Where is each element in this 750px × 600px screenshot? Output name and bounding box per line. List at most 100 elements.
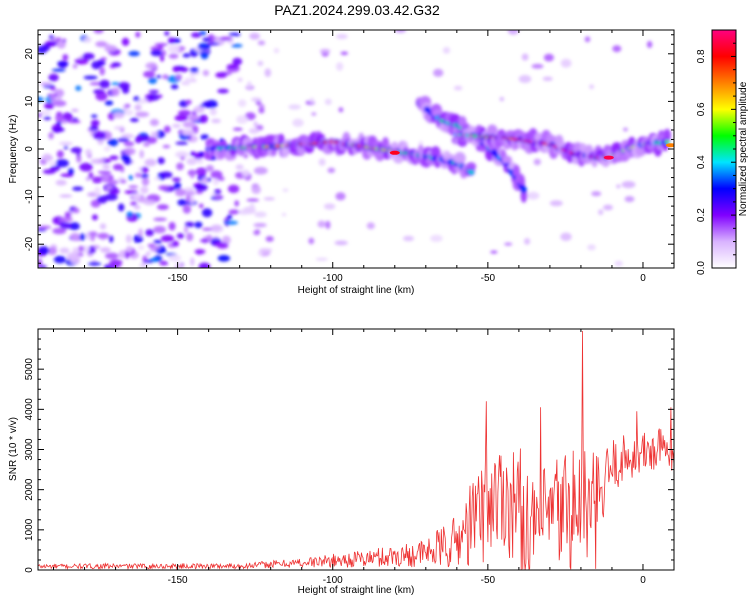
spectrogram-noise-cell xyxy=(128,51,140,56)
spectrogram-noise-cell xyxy=(324,203,335,209)
spectrogram-noise-cell xyxy=(443,47,450,54)
spectrogram-noise-cell xyxy=(53,127,65,132)
spectrogram-noise-cell xyxy=(92,177,102,184)
spectrogram-noise-cell xyxy=(157,204,169,210)
spectrogram-noise-cell xyxy=(95,41,107,47)
spectrogram-noise-cell xyxy=(42,154,52,162)
spectrogram-noise-cell xyxy=(217,89,229,94)
spectrogram-noise-cell xyxy=(176,74,182,80)
spectrogram-noise-cell xyxy=(189,79,197,83)
spectrogram-noise-cell xyxy=(251,185,261,194)
spectrogram-noise-cell xyxy=(153,226,166,233)
spectrogram-noise-cell xyxy=(234,200,239,206)
spectrogram-noise-cell xyxy=(73,208,80,213)
spectrogram-noise-cell xyxy=(156,249,166,253)
ridge-core xyxy=(665,140,670,144)
spectrogram-noise-cell xyxy=(335,241,348,246)
spectrogram-noise-cell xyxy=(266,236,274,242)
colorbar-tick-label: 0.2 xyxy=(696,208,707,222)
spectrogram-noise-cell xyxy=(109,188,120,195)
spectrogram-noise-cell xyxy=(175,142,188,145)
snr-panel: -150 -100 -50 0 010002000300040005000 Heigh… xyxy=(8,329,674,596)
colorbar-tick-label: 0.8 xyxy=(696,49,707,63)
spectrogram-x-label: Height of straight line (km) xyxy=(298,285,415,296)
spectrogram-noise-cell xyxy=(143,71,155,78)
spectrogram-noise-cell xyxy=(52,69,66,72)
ridge-peak xyxy=(604,156,614,160)
spectrogram-noise-cell xyxy=(101,57,107,60)
spectrogram-noise-cell xyxy=(158,185,169,190)
spectrogram-noise-cell xyxy=(199,204,204,209)
spectrogram-noise-cell xyxy=(500,97,505,101)
spectrogram-noise-cell xyxy=(174,182,181,190)
spectrogram-noise-cell xyxy=(99,80,110,89)
spectrogram-noise-cell xyxy=(44,116,51,120)
spectrogram-noise-cell xyxy=(403,236,414,241)
spectrogram-noise-cell xyxy=(195,249,206,254)
spectrogram-noise-cell xyxy=(203,101,212,108)
spectrogram-noise-cell xyxy=(253,223,266,227)
spectrogram-noise-cell xyxy=(97,233,109,239)
spectrogram-noise-cell xyxy=(172,124,181,128)
spectrogram-noise-cell xyxy=(229,33,241,36)
spectrogram-noise-cell xyxy=(196,184,208,192)
spectrogram-noise-cell xyxy=(318,221,326,228)
spectrogram-noise-cell xyxy=(118,138,130,142)
spectrogram-noise-cell xyxy=(454,86,463,91)
spectrogram-noise-cell xyxy=(112,88,120,97)
spectrogram-noise-cell xyxy=(236,164,244,170)
spectrogram-noise-cell xyxy=(62,54,68,61)
spectrogram-noise-cell xyxy=(147,94,159,101)
spectrogram-noise-cell xyxy=(612,45,621,52)
spectrogram-noise-cell xyxy=(158,95,162,98)
spectrogram-noise-cell xyxy=(124,148,136,155)
spectrogram-noise-cell xyxy=(171,84,179,89)
spectrogram-noise-cell xyxy=(177,233,184,239)
spectrogram-noise-cell xyxy=(186,195,190,203)
spectrogram-noise-cell xyxy=(134,104,141,110)
spectrogram-noise-cell xyxy=(146,251,151,256)
spectrogram-y-tick-label: 0 xyxy=(24,146,35,152)
spectrogram-noise-cell xyxy=(57,41,66,49)
spectrogram-noise-cell xyxy=(135,112,149,118)
spectrogram-x-tick-label: -50 xyxy=(481,273,496,284)
spectrogram-noise-cell xyxy=(202,228,213,231)
spectrogram-noise-cell xyxy=(149,258,160,262)
spectrogram-noise-cell xyxy=(128,185,138,188)
spectrogram-noise-cell xyxy=(96,92,108,101)
spectrogram-noise-cell xyxy=(113,112,125,119)
spectrogram-noise-cell xyxy=(325,99,332,105)
spectrogram-noise-cell xyxy=(532,64,544,69)
spectrogram-noise-cell xyxy=(91,235,95,241)
spectrogram-noise-cell xyxy=(138,228,143,237)
spectrogram-noise-cell xyxy=(254,121,258,127)
spectrogram-noise-cell xyxy=(135,173,142,178)
spectrogram-noise-cell xyxy=(148,244,156,248)
spectrogram-noise-cell xyxy=(238,78,243,82)
spectrogram-noise-cell xyxy=(46,43,56,46)
spectrogram-noise-cell xyxy=(168,37,175,44)
spectrogram-noise-cell xyxy=(59,248,69,254)
spectrogram-noise-cell xyxy=(126,212,133,218)
spectrogram-noise-cell xyxy=(161,235,174,242)
spectrogram-noise-cell xyxy=(120,180,126,184)
spectrogram-y-label: Frequency (Hz) xyxy=(8,115,19,184)
spectrogram-noise-cell xyxy=(328,168,336,173)
spectrogram-noise-cell xyxy=(169,255,182,262)
spectrogram-noise-cell xyxy=(64,146,68,149)
spectrogram-noise-cell xyxy=(71,109,78,112)
spectrogram-noise-cell xyxy=(214,195,224,199)
spectrogram-noise-cell xyxy=(138,245,145,250)
spectrogram-noise-cell xyxy=(544,54,554,62)
spectrogram-noise-cell xyxy=(151,132,159,137)
spectrogram-noise-cell xyxy=(73,64,78,69)
snr-y-tick-label: 5000 xyxy=(24,358,35,381)
snr-y-tick-label: 4000 xyxy=(24,398,35,421)
spectrogram-noise-cell xyxy=(504,243,512,246)
spectrogram-noise-cell xyxy=(132,193,141,199)
spectrogram-noise-cell xyxy=(433,69,443,77)
spectrogram-noise-cell xyxy=(94,187,100,195)
spectrogram-noise-cell xyxy=(97,196,108,204)
spectrogram-x-tick-label: -150 xyxy=(168,273,188,284)
spectrogram-noise-cell xyxy=(91,120,100,127)
